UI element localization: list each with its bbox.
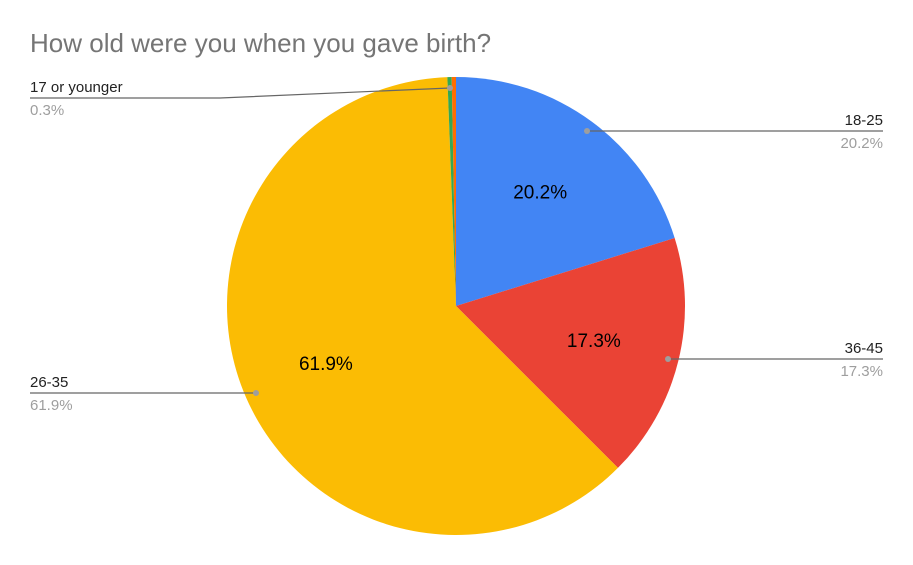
leader-dot-26-35: [253, 390, 259, 396]
label-36-45-pct: 17.3%: [840, 363, 883, 380]
pie-slice-26-35-2: [227, 77, 618, 535]
pie-slice-18-25-0: [456, 77, 675, 306]
label-18-25-pct: 20.2%: [840, 135, 883, 152]
leader-dot-17-or-younger: [447, 85, 453, 91]
label-18-25-name: 18-25: [845, 112, 883, 129]
pie-slice-minor-4: [451, 77, 456, 306]
inside-labels: 20.2% 17.3% 61.9%: [299, 183, 621, 375]
inside-label-18-25: 20.2%: [513, 183, 567, 204]
chart-title: How old were you when you gave birth?: [30, 28, 491, 58]
label-17-or-younger-name: 17 or younger: [30, 79, 123, 96]
pie-slices: [227, 77, 686, 535]
inside-label-26-35: 61.9%: [299, 354, 353, 375]
label-26-35-pct: 61.9%: [30, 397, 73, 414]
leader-line-17-or-younger: [30, 87, 451, 99]
label-17-or-younger-pct: 0.3%: [30, 102, 64, 119]
leader-dot-36-45: [665, 356, 671, 362]
leader-dot-18-25: [584, 128, 590, 134]
pie-slice-36-45-1: [456, 237, 686, 468]
label-26-35-name: 26-35: [30, 374, 68, 391]
inside-label-36-45: 17.3%: [567, 331, 621, 352]
pie-slice-17-or-younger-3: [447, 77, 456, 306]
external-labels: 17 or younger 0.3% 18-25 20.2% 36-45 17.…: [30, 79, 883, 414]
label-36-45-name: 36-45: [845, 340, 883, 357]
leader-lines: [30, 85, 883, 396]
